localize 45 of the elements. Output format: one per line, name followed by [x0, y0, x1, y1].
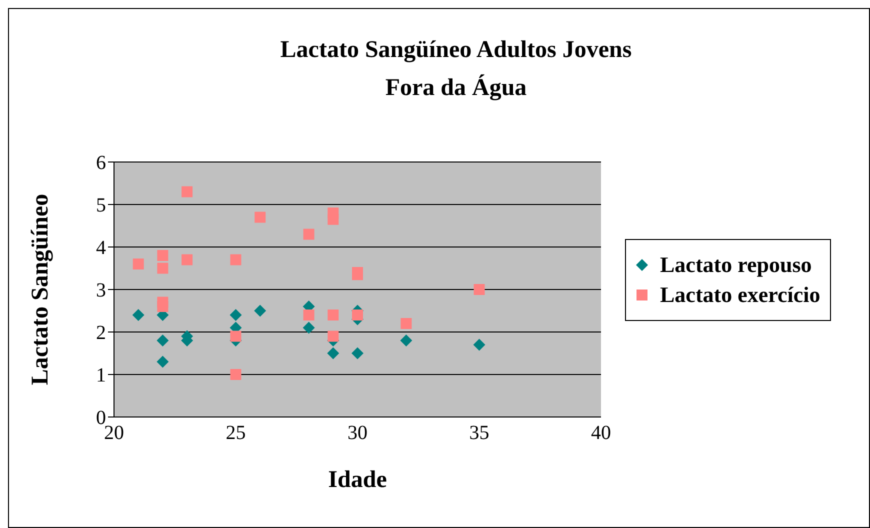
y-tick-label: 3 — [96, 280, 106, 302]
point — [254, 212, 266, 223]
point — [400, 318, 412, 329]
point — [303, 310, 314, 320]
point — [156, 356, 169, 368]
point — [254, 304, 266, 317]
point — [157, 301, 168, 312]
point — [156, 334, 169, 346]
y-axis-title: Lactato Sangüíneo — [28, 194, 54, 386]
point — [474, 284, 485, 295]
y-tick-label: 1 — [96, 364, 106, 387]
y-tick-label: 2 — [96, 322, 106, 344]
x-tick-label: 25 — [226, 422, 246, 444]
point — [328, 330, 339, 342]
point — [400, 334, 412, 346]
point — [327, 347, 340, 360]
point — [352, 347, 364, 360]
point — [473, 338, 486, 351]
point — [302, 322, 315, 334]
x-axis-title: Idade — [328, 467, 388, 493]
legend-label: Lactato repouso — [660, 252, 812, 278]
y-tick-label: 4 — [96, 237, 106, 260]
point — [230, 309, 242, 321]
x-tick-label: 40 — [591, 422, 611, 444]
y-tick-label: 0 — [96, 407, 106, 430]
y-tick-label: 5 — [96, 194, 106, 217]
point — [328, 214, 339, 225]
point — [230, 369, 242, 380]
point — [132, 258, 144, 270]
point — [157, 250, 168, 261]
y-tick-label: 6 — [96, 152, 106, 174]
point — [182, 254, 193, 266]
point — [230, 330, 242, 342]
x-tick-label: 20 — [104, 422, 124, 444]
legend-label: Lactato exercício — [660, 282, 820, 308]
point — [328, 310, 339, 320]
chart-title: Lactato Sangüíneo Adultos Jovens Fora da Água — [279, 36, 633, 103]
x-tick-label: 30 — [348, 422, 368, 444]
point — [132, 309, 144, 321]
point — [303, 228, 314, 240]
x-tick-label: 35 — [469, 422, 490, 444]
point — [157, 262, 168, 274]
point — [230, 254, 242, 266]
point — [352, 310, 363, 320]
point — [182, 186, 193, 198]
